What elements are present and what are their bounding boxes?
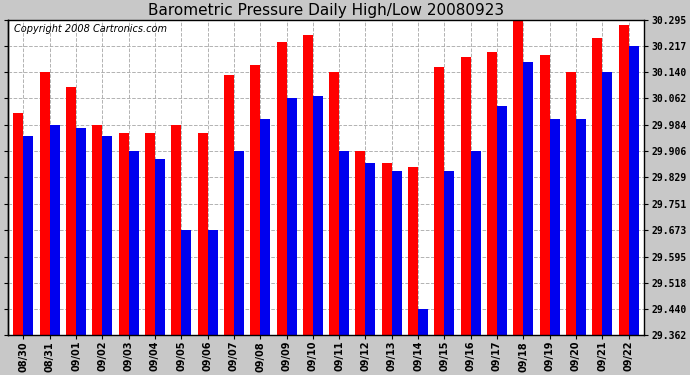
Bar [444, 171, 455, 335]
Bar [461, 57, 471, 335]
Bar [234, 151, 244, 335]
Bar [250, 65, 260, 335]
Bar [339, 151, 349, 335]
Bar [92, 125, 102, 335]
Bar [145, 133, 155, 335]
Bar [576, 120, 586, 335]
Title: Barometric Pressure Daily High/Low 20080923: Barometric Pressure Daily High/Low 20080… [148, 3, 504, 18]
Bar [171, 125, 181, 335]
Bar [513, 20, 523, 335]
Bar [23, 136, 33, 335]
Bar [487, 52, 497, 335]
Bar [66, 87, 76, 335]
Bar [260, 120, 270, 335]
Bar [471, 151, 481, 335]
Bar [329, 72, 339, 335]
Bar [208, 230, 217, 335]
Bar [197, 133, 208, 335]
Bar [566, 72, 576, 335]
Bar [13, 113, 23, 335]
Bar [119, 133, 128, 335]
Bar [286, 99, 297, 335]
Bar [392, 171, 402, 335]
Text: Copyright 2008 Cartronics.com: Copyright 2008 Cartronics.com [14, 24, 167, 34]
Bar [602, 72, 612, 335]
Bar [435, 67, 444, 335]
Bar [313, 96, 323, 335]
Bar [540, 55, 550, 335]
Bar [523, 62, 533, 335]
Bar [102, 136, 112, 335]
Bar [592, 38, 602, 335]
Bar [128, 151, 139, 335]
Bar [382, 164, 392, 335]
Bar [76, 128, 86, 335]
Bar [497, 106, 507, 335]
Bar [181, 230, 191, 335]
Bar [418, 309, 428, 335]
Bar [629, 46, 638, 335]
Bar [40, 72, 50, 335]
Bar [155, 159, 165, 335]
Bar [224, 75, 234, 335]
Bar [303, 35, 313, 335]
Bar [618, 25, 629, 335]
Bar [50, 125, 60, 335]
Bar [366, 164, 375, 335]
Bar [408, 167, 418, 335]
Bar [355, 151, 366, 335]
Bar [550, 120, 560, 335]
Bar [277, 42, 286, 335]
